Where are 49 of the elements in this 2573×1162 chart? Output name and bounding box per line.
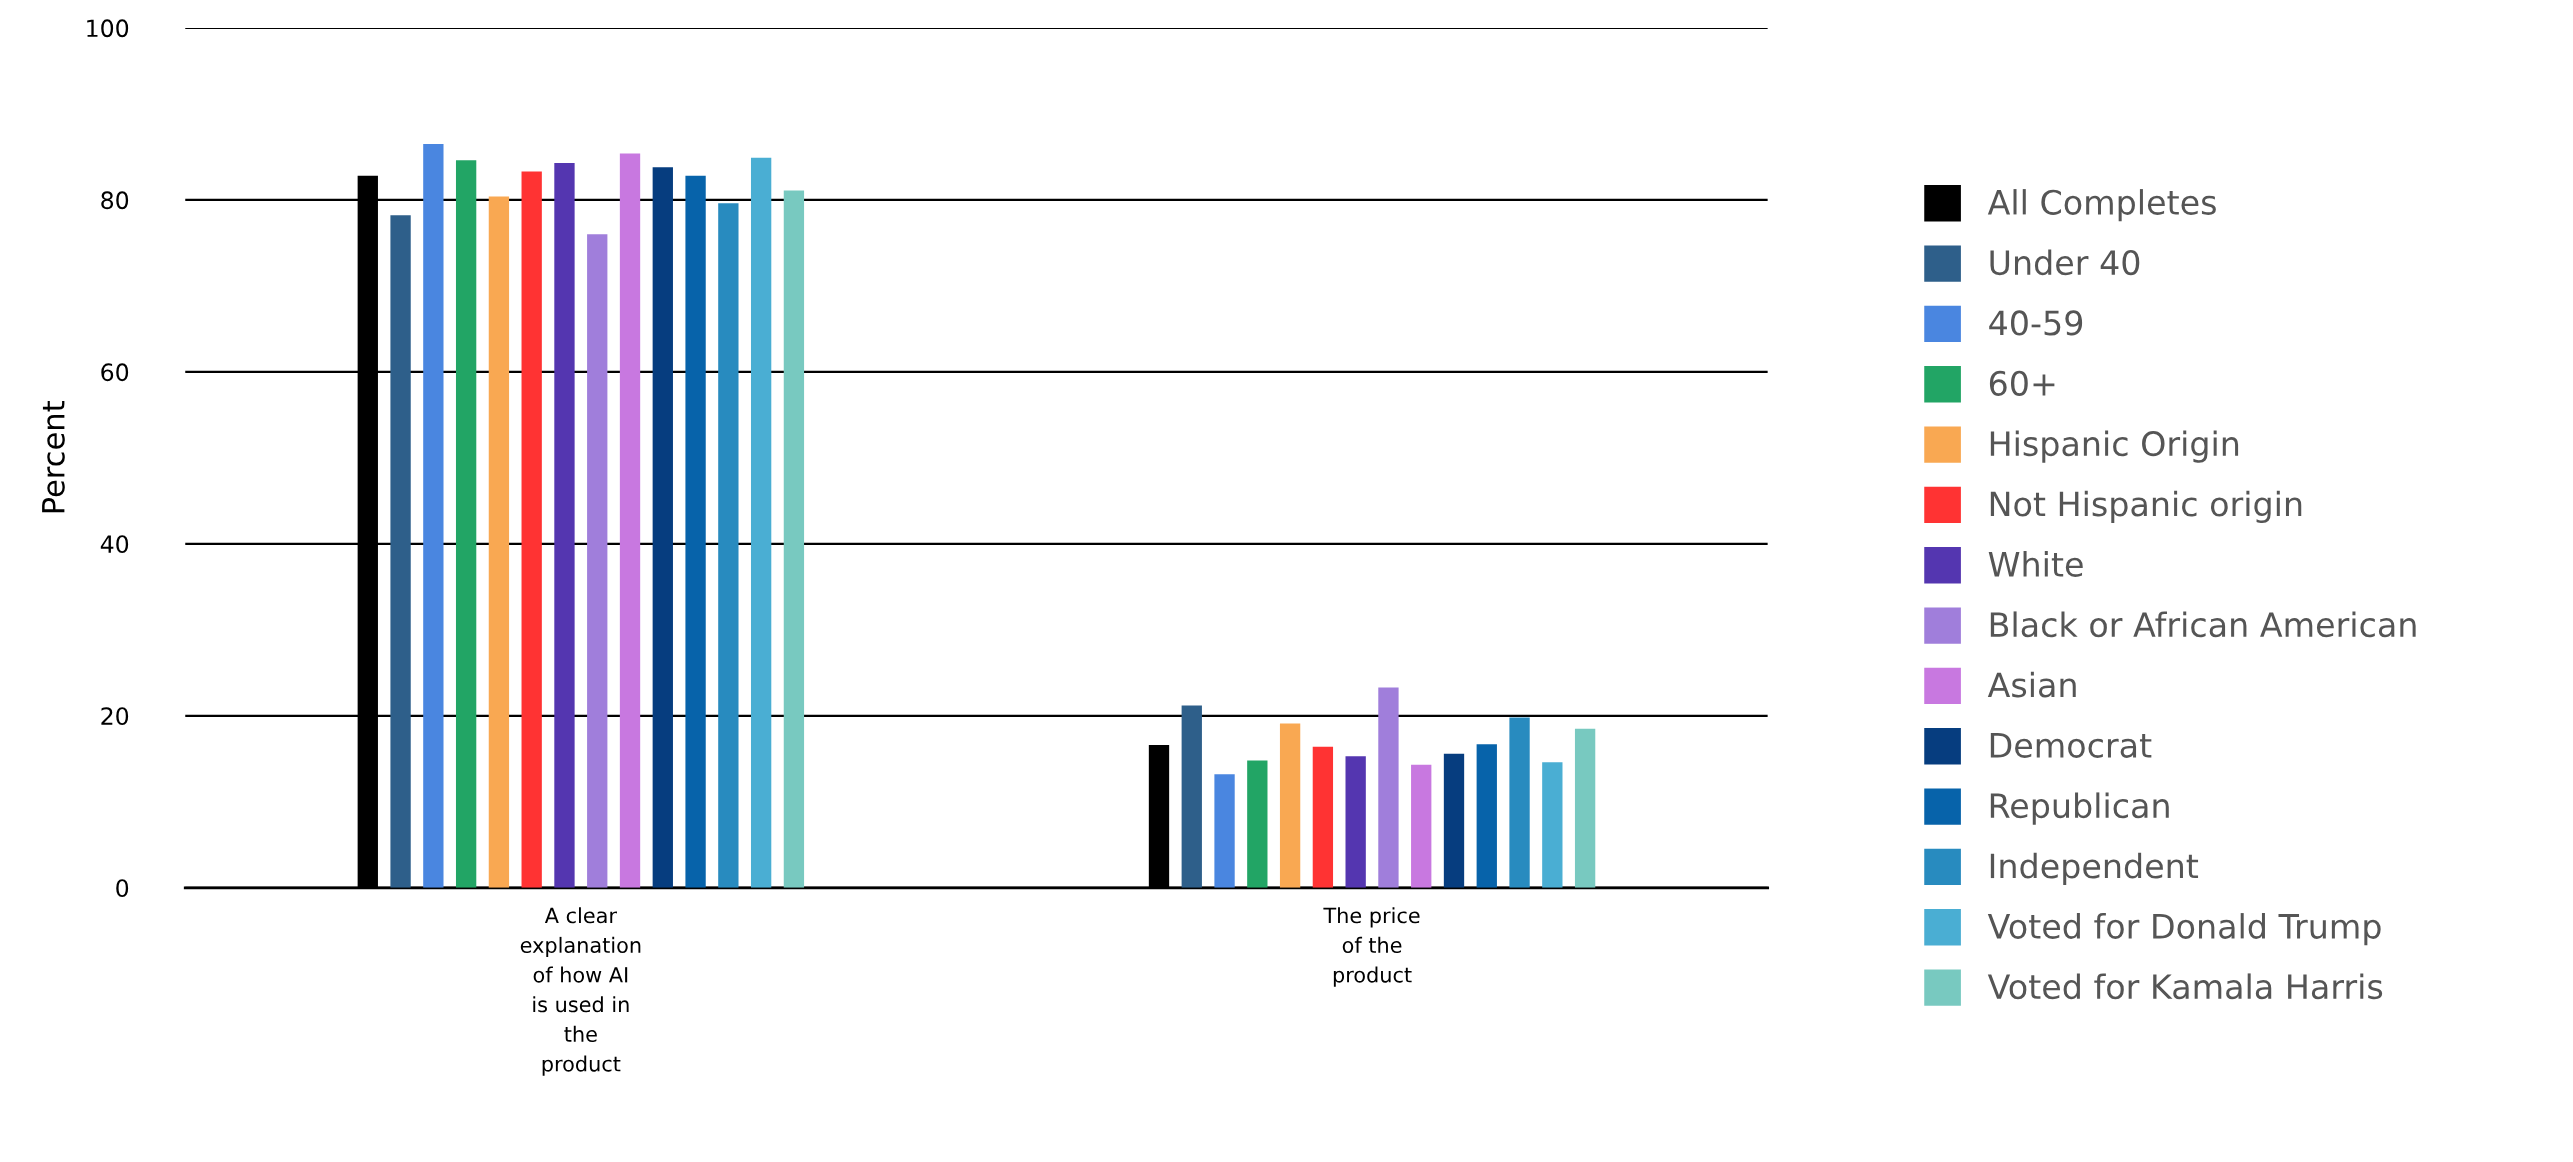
x-tick-label: The price of the product — [1323, 907, 1420, 987]
y-tick-label: 80 — [101, 191, 129, 210]
bar — [1279, 723, 1301, 888]
bar — [423, 143, 444, 888]
y-tick-label: 0 — [116, 879, 129, 898]
bar — [1345, 756, 1366, 888]
legend-label: Asian — [1987, 671, 2076, 698]
bar — [1509, 717, 1530, 888]
legend-label: 40-59 — [1989, 310, 2083, 336]
bar — [718, 203, 739, 888]
bar — [1312, 746, 1334, 888]
legend-label: White — [1988, 551, 2083, 577]
legend-label: Not Hispanic origin — [1990, 490, 2302, 524]
bar — [455, 160, 477, 888]
bar — [1181, 705, 1202, 888]
bar — [652, 167, 673, 888]
bar — [554, 162, 575, 888]
y-tick-label: 60 — [101, 363, 129, 382]
bar — [619, 153, 641, 888]
bar — [390, 215, 411, 888]
y-tick-label: 40 — [100, 535, 129, 554]
bar — [1378, 687, 1399, 888]
bar — [521, 171, 542, 888]
legend-label: Republican — [1990, 792, 2169, 825]
legend-label: Voted for Kamala Harris — [1987, 973, 2383, 1000]
bar — [1476, 744, 1497, 888]
legend-label: 60+ — [1989, 370, 2055, 396]
y-tick-label: 20 — [101, 707, 129, 726]
bar — [1247, 760, 1268, 888]
bar — [1411, 764, 1432, 888]
bar — [1542, 762, 1563, 888]
y-tick-label: 100 — [87, 19, 129, 38]
bar — [750, 157, 772, 888]
bar — [1443, 753, 1465, 888]
legend-label: Under 40 — [1990, 249, 2140, 276]
bar — [685, 175, 706, 888]
bar — [1214, 774, 1235, 888]
legend-label: Independent — [1990, 852, 2199, 886]
bar — [488, 196, 510, 888]
legend-label: Hispanic Origin — [1990, 430, 2239, 463]
legend-label: Voted for Donald Trump — [1987, 913, 2381, 946]
legend-label: Black or African American — [1990, 611, 2416, 638]
legend-label: All Completes — [1987, 189, 2216, 222]
x-tick-label: A clear explanation of how AI is used in the product — [520, 907, 641, 1076]
bar — [587, 234, 608, 888]
y-axis-title: Percent — [42, 401, 65, 513]
bar — [783, 190, 805, 888]
legend-label: Democrat — [1990, 733, 2152, 758]
bar — [1574, 728, 1596, 888]
